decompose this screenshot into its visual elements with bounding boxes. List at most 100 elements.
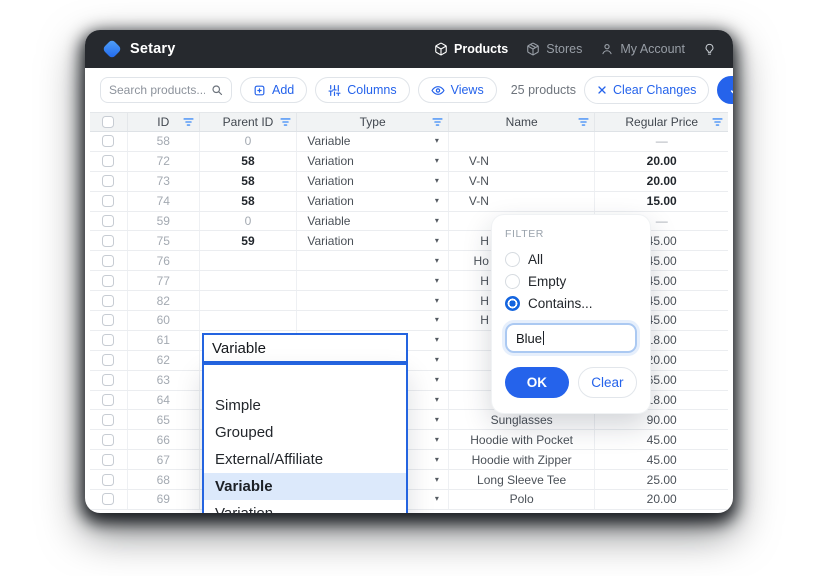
regular-price-cell[interactable]: 45.00 (646, 273, 677, 288)
add-button[interactable]: Add (240, 77, 308, 103)
views-button[interactable]: Views (417, 77, 497, 103)
row-checkbox[interactable] (102, 314, 115, 327)
dropdown-arrow-icon[interactable]: ▾ (434, 255, 439, 265)
dropdown-arrow-icon[interactable]: ▾ (434, 434, 439, 444)
filter-funnel-icon[interactable] (432, 118, 443, 127)
type-option-variation[interactable]: Variation (204, 500, 406, 513)
search-input[interactable] (109, 83, 205, 97)
regular-price-cell[interactable]: 20.00 (646, 174, 677, 189)
save-changes-button[interactable]: Save Changes (717, 76, 733, 104)
type-option-external-affiliate[interactable]: External/Affiliate (215, 451, 324, 468)
regular-price-cell[interactable]: 20.00 (646, 353, 677, 368)
parent-id-cell[interactable]: 58 (200, 171, 298, 191)
id-cell[interactable]: 63 (128, 370, 200, 390)
column-filter-button[interactable] (578, 118, 590, 127)
name-cell[interactable]: V-N (449, 171, 596, 191)
row-checkbox[interactable] (102, 274, 115, 287)
regular-price-cell[interactable]: 45.00 (646, 233, 677, 248)
type-cell[interactable]: ▾ (297, 251, 449, 271)
dropdown-arrow-icon[interactable]: ▾ (434, 136, 439, 146)
dropdown-arrow-icon[interactable]: ▾ (434, 176, 439, 186)
dropdown-arrow-icon[interactable]: ▾ (434, 454, 439, 464)
type-cell[interactable]: ▾ (297, 410, 449, 430)
parent-id-cell[interactable]: 59 (200, 231, 298, 251)
id-cell[interactable]: 58 (128, 132, 200, 151)
dropdown-arrow-icon[interactable]: ▾ (434, 474, 439, 484)
type-option-variable[interactable]: Variable (204, 473, 406, 500)
type-option-empty[interactable] (204, 365, 406, 392)
name-cell[interactable]: Hoodie with Zipper (449, 450, 596, 470)
regular-price-cell[interactable]: 18.00 (646, 333, 677, 348)
row-checkbox[interactable] (102, 215, 115, 227)
type-cell[interactable]: ▾ (297, 330, 449, 350)
id-cell[interactable]: 68 (128, 470, 200, 490)
name-cell[interactable]: V-N (449, 191, 596, 211)
dropdown-arrow-icon[interactable]: ▾ (434, 275, 439, 285)
type-cell[interactable]: Variation ▾ (297, 171, 449, 191)
name-cell[interactable]: V-N (449, 151, 596, 171)
filter-option-empty[interactable]: Empty (505, 270, 637, 292)
row-checkbox[interactable] (102, 334, 115, 347)
regular-price-cell[interactable]: 18.00 (646, 393, 677, 408)
regular-price-cell[interactable]: 15.00 (646, 194, 677, 209)
row-checkbox[interactable] (102, 453, 115, 466)
dropdown-arrow-icon[interactable]: ▾ (434, 216, 439, 225)
row-checkbox[interactable] (102, 294, 115, 307)
dropdown-arrow-icon[interactable]: ▾ (434, 196, 439, 206)
radio-button-icon[interactable] (505, 251, 520, 267)
row-checkbox[interactable] (102, 473, 115, 486)
type-cell[interactable]: Variation ▾ (297, 151, 449, 171)
dropdown-arrow-icon[interactable]: ▾ (434, 295, 439, 305)
filter-ok-button[interactable]: OK (505, 367, 569, 398)
row-checkbox[interactable] (102, 493, 115, 506)
nav-item-my-account[interactable]: My Account (600, 42, 685, 56)
parent-id-cell[interactable]: 0 (200, 132, 298, 151)
columns-button[interactable]: Columns (315, 77, 410, 103)
type-cell[interactable]: Variation ▾ (297, 191, 449, 211)
name-cell[interactable]: Hoodie with Pocket (449, 430, 596, 450)
parent-id-cell[interactable]: 0 (200, 211, 298, 231)
type-cell-editor[interactable]: Variable (202, 333, 408, 363)
column-filter-button[interactable] (712, 118, 723, 127)
filter-funnel-icon[interactable] (578, 118, 590, 127)
parent-id-cell[interactable] (200, 251, 298, 271)
id-cell[interactable]: 67 (128, 450, 200, 470)
lightbulb-icon[interactable] (703, 42, 716, 57)
row-checkbox[interactable] (102, 234, 115, 247)
regular-price-cell[interactable]: 25.00 (646, 472, 677, 487)
id-cell[interactable]: 66 (128, 430, 200, 450)
id-cell[interactable]: 72 (128, 151, 200, 171)
dropdown-arrow-icon[interactable]: ▾ (434, 335, 439, 345)
row-checkbox[interactable] (102, 175, 115, 188)
type-cell[interactable]: Variable ▾ (297, 211, 449, 231)
dropdown-arrow-icon[interactable]: ▾ (434, 414, 439, 424)
id-cell[interactable]: 76 (128, 251, 200, 271)
regular-price-cell[interactable]: 45.00 (646, 293, 677, 308)
column-filter-button[interactable] (432, 118, 443, 127)
filter-option-contains[interactable]: Contains... (505, 292, 637, 314)
filter-option-all[interactable]: All (505, 248, 637, 270)
clear-changes-button[interactable]: Clear Changes (584, 76, 710, 104)
id-cell[interactable]: 69 (128, 490, 200, 509)
id-cell[interactable]: 75 (128, 231, 200, 251)
row-checkbox[interactable] (102, 413, 115, 426)
row-checkbox[interactable] (102, 374, 115, 387)
search-box[interactable] (100, 77, 232, 103)
parent-id-cell[interactable]: 58 (200, 191, 298, 211)
row-checkbox[interactable] (102, 394, 115, 407)
id-cell[interactable]: 61 (128, 330, 200, 350)
id-cell[interactable]: 59 (128, 211, 200, 231)
name-cell[interactable] (449, 132, 596, 151)
regular-price-cell[interactable]: 45.00 (646, 432, 677, 447)
dropdown-arrow-icon[interactable]: ▾ (434, 156, 439, 166)
id-cell[interactable]: 74 (128, 191, 200, 211)
type-option-grouped[interactable]: Grouped (215, 424, 274, 441)
type-option-simple[interactable]: Simple (215, 397, 261, 414)
nav-item-products[interactable]: Products (434, 42, 508, 56)
row-checkbox[interactable] (102, 195, 115, 208)
id-cell[interactable]: 82 (128, 291, 200, 311)
regular-price-cell[interactable]: 20.00 (646, 154, 677, 169)
parent-id-cell[interactable] (200, 291, 298, 311)
type-cell[interactable]: ▾ (297, 370, 449, 390)
select-all-checkbox[interactable] (102, 116, 115, 128)
